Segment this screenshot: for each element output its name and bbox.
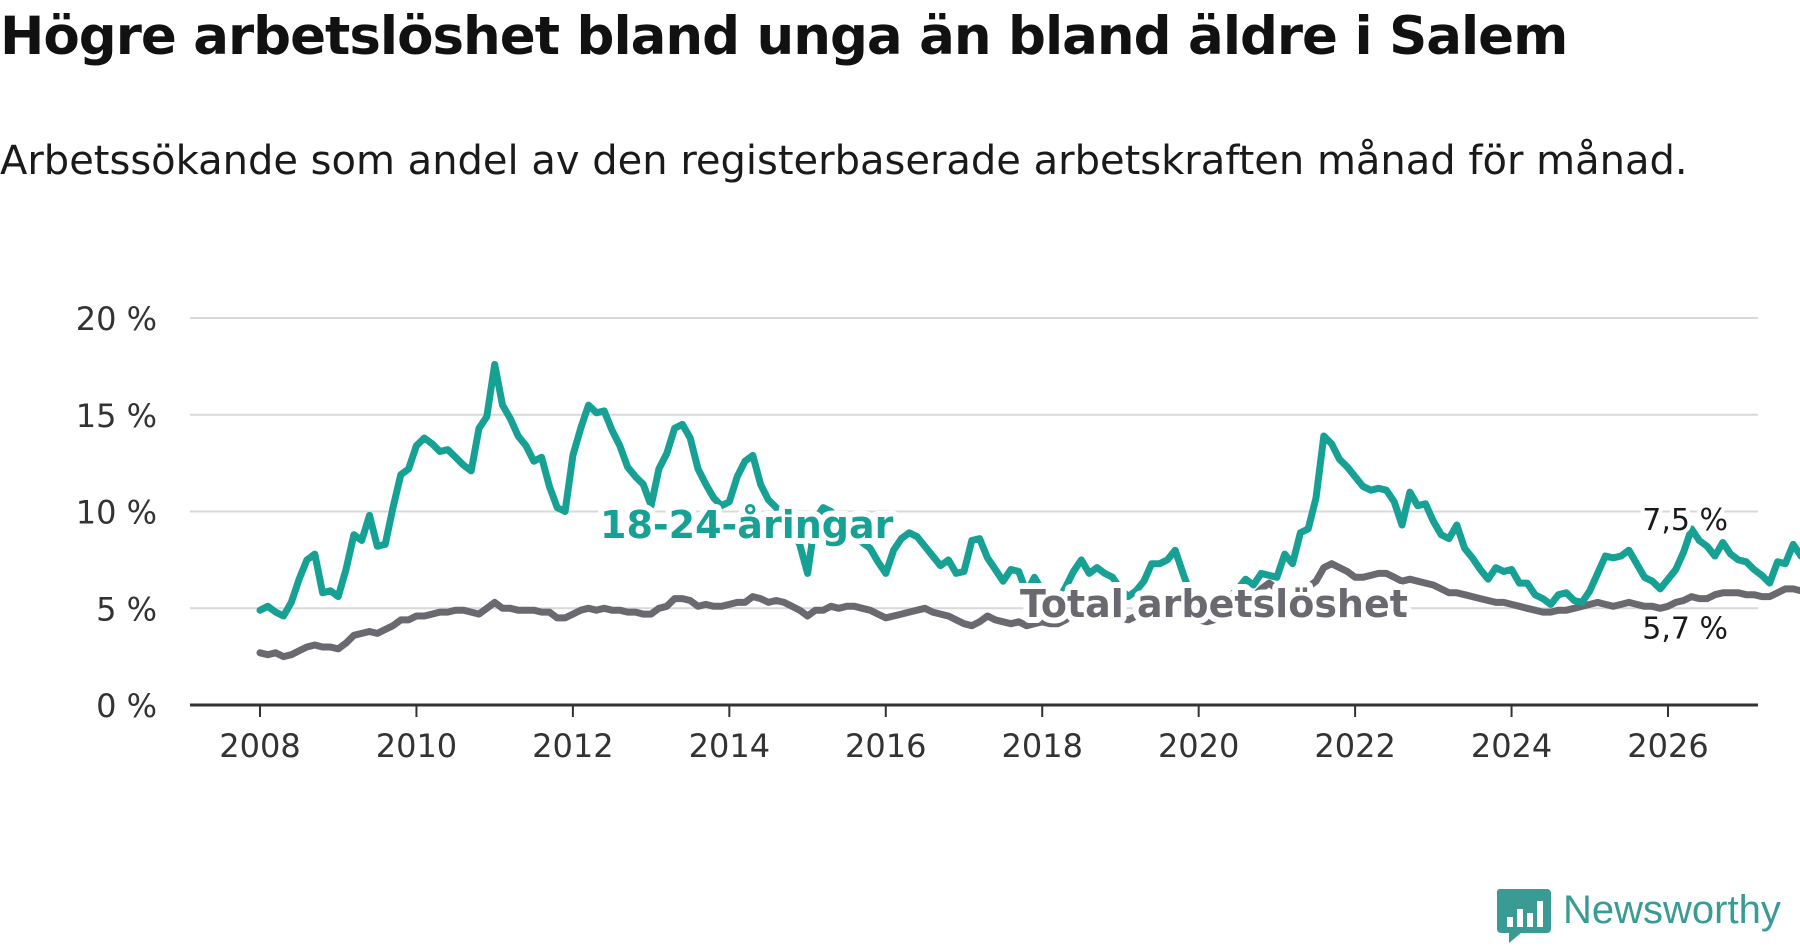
series-label-total: Total arbetslöshet [1020, 582, 1408, 626]
x-tick-label: 2018 [1002, 727, 1083, 765]
end-label-total: 5,7 % [1642, 612, 1728, 647]
chart-title: Högre arbetslöshet bland unga än bland ä… [0, 6, 1568, 67]
gridlines [190, 317, 1758, 610]
x-tick-label: 2026 [1627, 727, 1708, 765]
x-tick-label: 2014 [689, 727, 770, 765]
series-lines [256, 360, 1800, 661]
chart-subtitle: Arbetssökande som andel av den registerb… [0, 138, 1688, 184]
x-tick-label: 2020 [1158, 727, 1239, 765]
y-tick-label: 10 % [76, 494, 157, 532]
x-tick-label: 2022 [1314, 727, 1395, 765]
series-labels: 7,5 % 5,7 % 18-24-åringar Total arbetslöshe… [594, 497, 1732, 651]
series-line-total [256, 560, 1800, 661]
x-axis: 2008 2010 2012 2014 2016 2018 2020 2022 2024 2026 [190, 703, 1758, 765]
y-tick-label: 15 % [76, 397, 157, 435]
x-tick-label: 2010 [376, 727, 457, 765]
series-label-youth: 18-24-åringar [600, 503, 894, 547]
x-tick-label: 2024 [1471, 727, 1552, 765]
end-label-youth: 7,5 % [1642, 503, 1728, 538]
x-tick-label: 2008 [219, 727, 300, 765]
y-tick-label: 0 % [96, 687, 157, 725]
newsworthy-logo [1495, 887, 1795, 945]
y-axis-ticks: 0 % 5 % 10 % 15 % 20 % [76, 300, 157, 725]
newsworthy-logo-icon [1496, 889, 1551, 943]
series-line-youth [256, 360, 1800, 622]
x-tick-label: 2016 [845, 727, 926, 765]
x-tick-label: 2012 [532, 727, 613, 765]
y-tick-label: 5 % [96, 590, 157, 628]
brand-name: Newsworthy [1563, 888, 1781, 932]
y-tick-label: 20 % [76, 300, 157, 338]
